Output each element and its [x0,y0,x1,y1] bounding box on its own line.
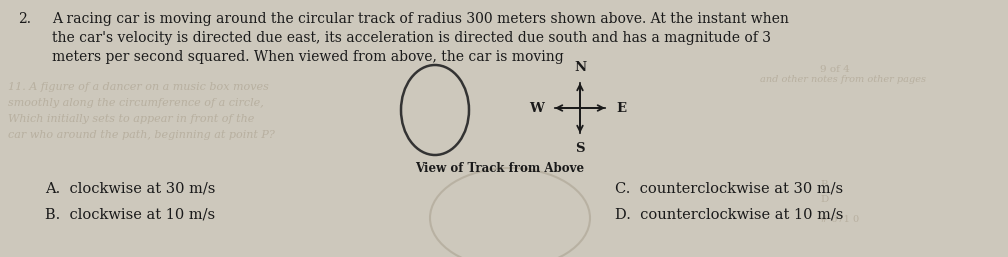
Text: N: N [574,61,586,74]
Text: B.  clockwise at 10 m/s: B. clockwise at 10 m/s [45,207,215,221]
Text: S: S [576,142,585,155]
Text: the car's velocity is directed due east, its acceleration is directed due south : the car's velocity is directed due east,… [52,31,771,45]
Text: W: W [529,102,544,115]
Text: # 671 0: # 671 0 [820,215,859,224]
Text: C.  counterclockwise at 30 m/s: C. counterclockwise at 30 m/s [615,182,843,196]
Text: car who around the path, beginning at point P?: car who around the path, beginning at po… [8,130,275,140]
Text: meters per second squared. When viewed from above, the car is moving: meters per second squared. When viewed f… [52,50,563,64]
Text: 9 of 4: 9 of 4 [820,65,850,74]
Text: 11. A figure of a dancer on a music box moves: 11. A figure of a dancer on a music box … [8,82,269,92]
Text: D.  counterclockwise at 10 m/s: D. counterclockwise at 10 m/s [615,207,844,221]
Text: E: E [616,102,626,115]
Text: D: D [820,195,829,204]
Text: and other notes from other pages: and other notes from other pages [760,75,926,84]
Text: A.  clockwise at 30 m/s: A. clockwise at 30 m/s [45,182,216,196]
Text: B: B [820,180,828,189]
Text: Which initially sets to appear in front of the: Which initially sets to appear in front … [8,114,254,124]
Text: A racing car is moving around the circular track of radius 300 meters shown abov: A racing car is moving around the circul… [52,12,789,26]
Text: smoothly along the circumference of a circle,: smoothly along the circumference of a ci… [8,98,264,108]
Text: View of Track from Above: View of Track from Above [415,162,585,175]
Text: 2.: 2. [18,12,31,26]
